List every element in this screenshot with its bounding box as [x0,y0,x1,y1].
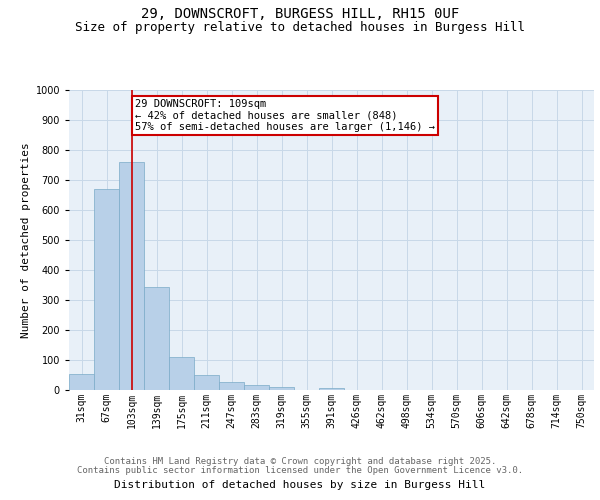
Bar [194,375,219,390]
Text: Distribution of detached houses by size in Burgess Hill: Distribution of detached houses by size … [115,480,485,490]
Bar [219,382,244,390]
Text: 29, DOWNSCROFT, BURGESS HILL, RH15 0UF: 29, DOWNSCROFT, BURGESS HILL, RH15 0UF [141,8,459,22]
Text: Size of property relative to detached houses in Burgess Hill: Size of property relative to detached ho… [75,21,525,34]
Bar [169,357,194,390]
Bar [94,189,119,390]
Text: Contains public sector information licensed under the Open Government Licence v3: Contains public sector information licen… [77,466,523,475]
Bar [244,385,269,390]
Bar [69,374,94,390]
Bar [319,388,344,390]
Bar [144,286,169,390]
Text: 29 DOWNSCROFT: 109sqm
← 42% of detached houses are smaller (848)
57% of semi-det: 29 DOWNSCROFT: 109sqm ← 42% of detached … [135,99,435,132]
Y-axis label: Number of detached properties: Number of detached properties [22,142,31,338]
Bar [119,162,144,390]
Bar [269,387,294,390]
Text: Contains HM Land Registry data © Crown copyright and database right 2025.: Contains HM Land Registry data © Crown c… [104,458,496,466]
